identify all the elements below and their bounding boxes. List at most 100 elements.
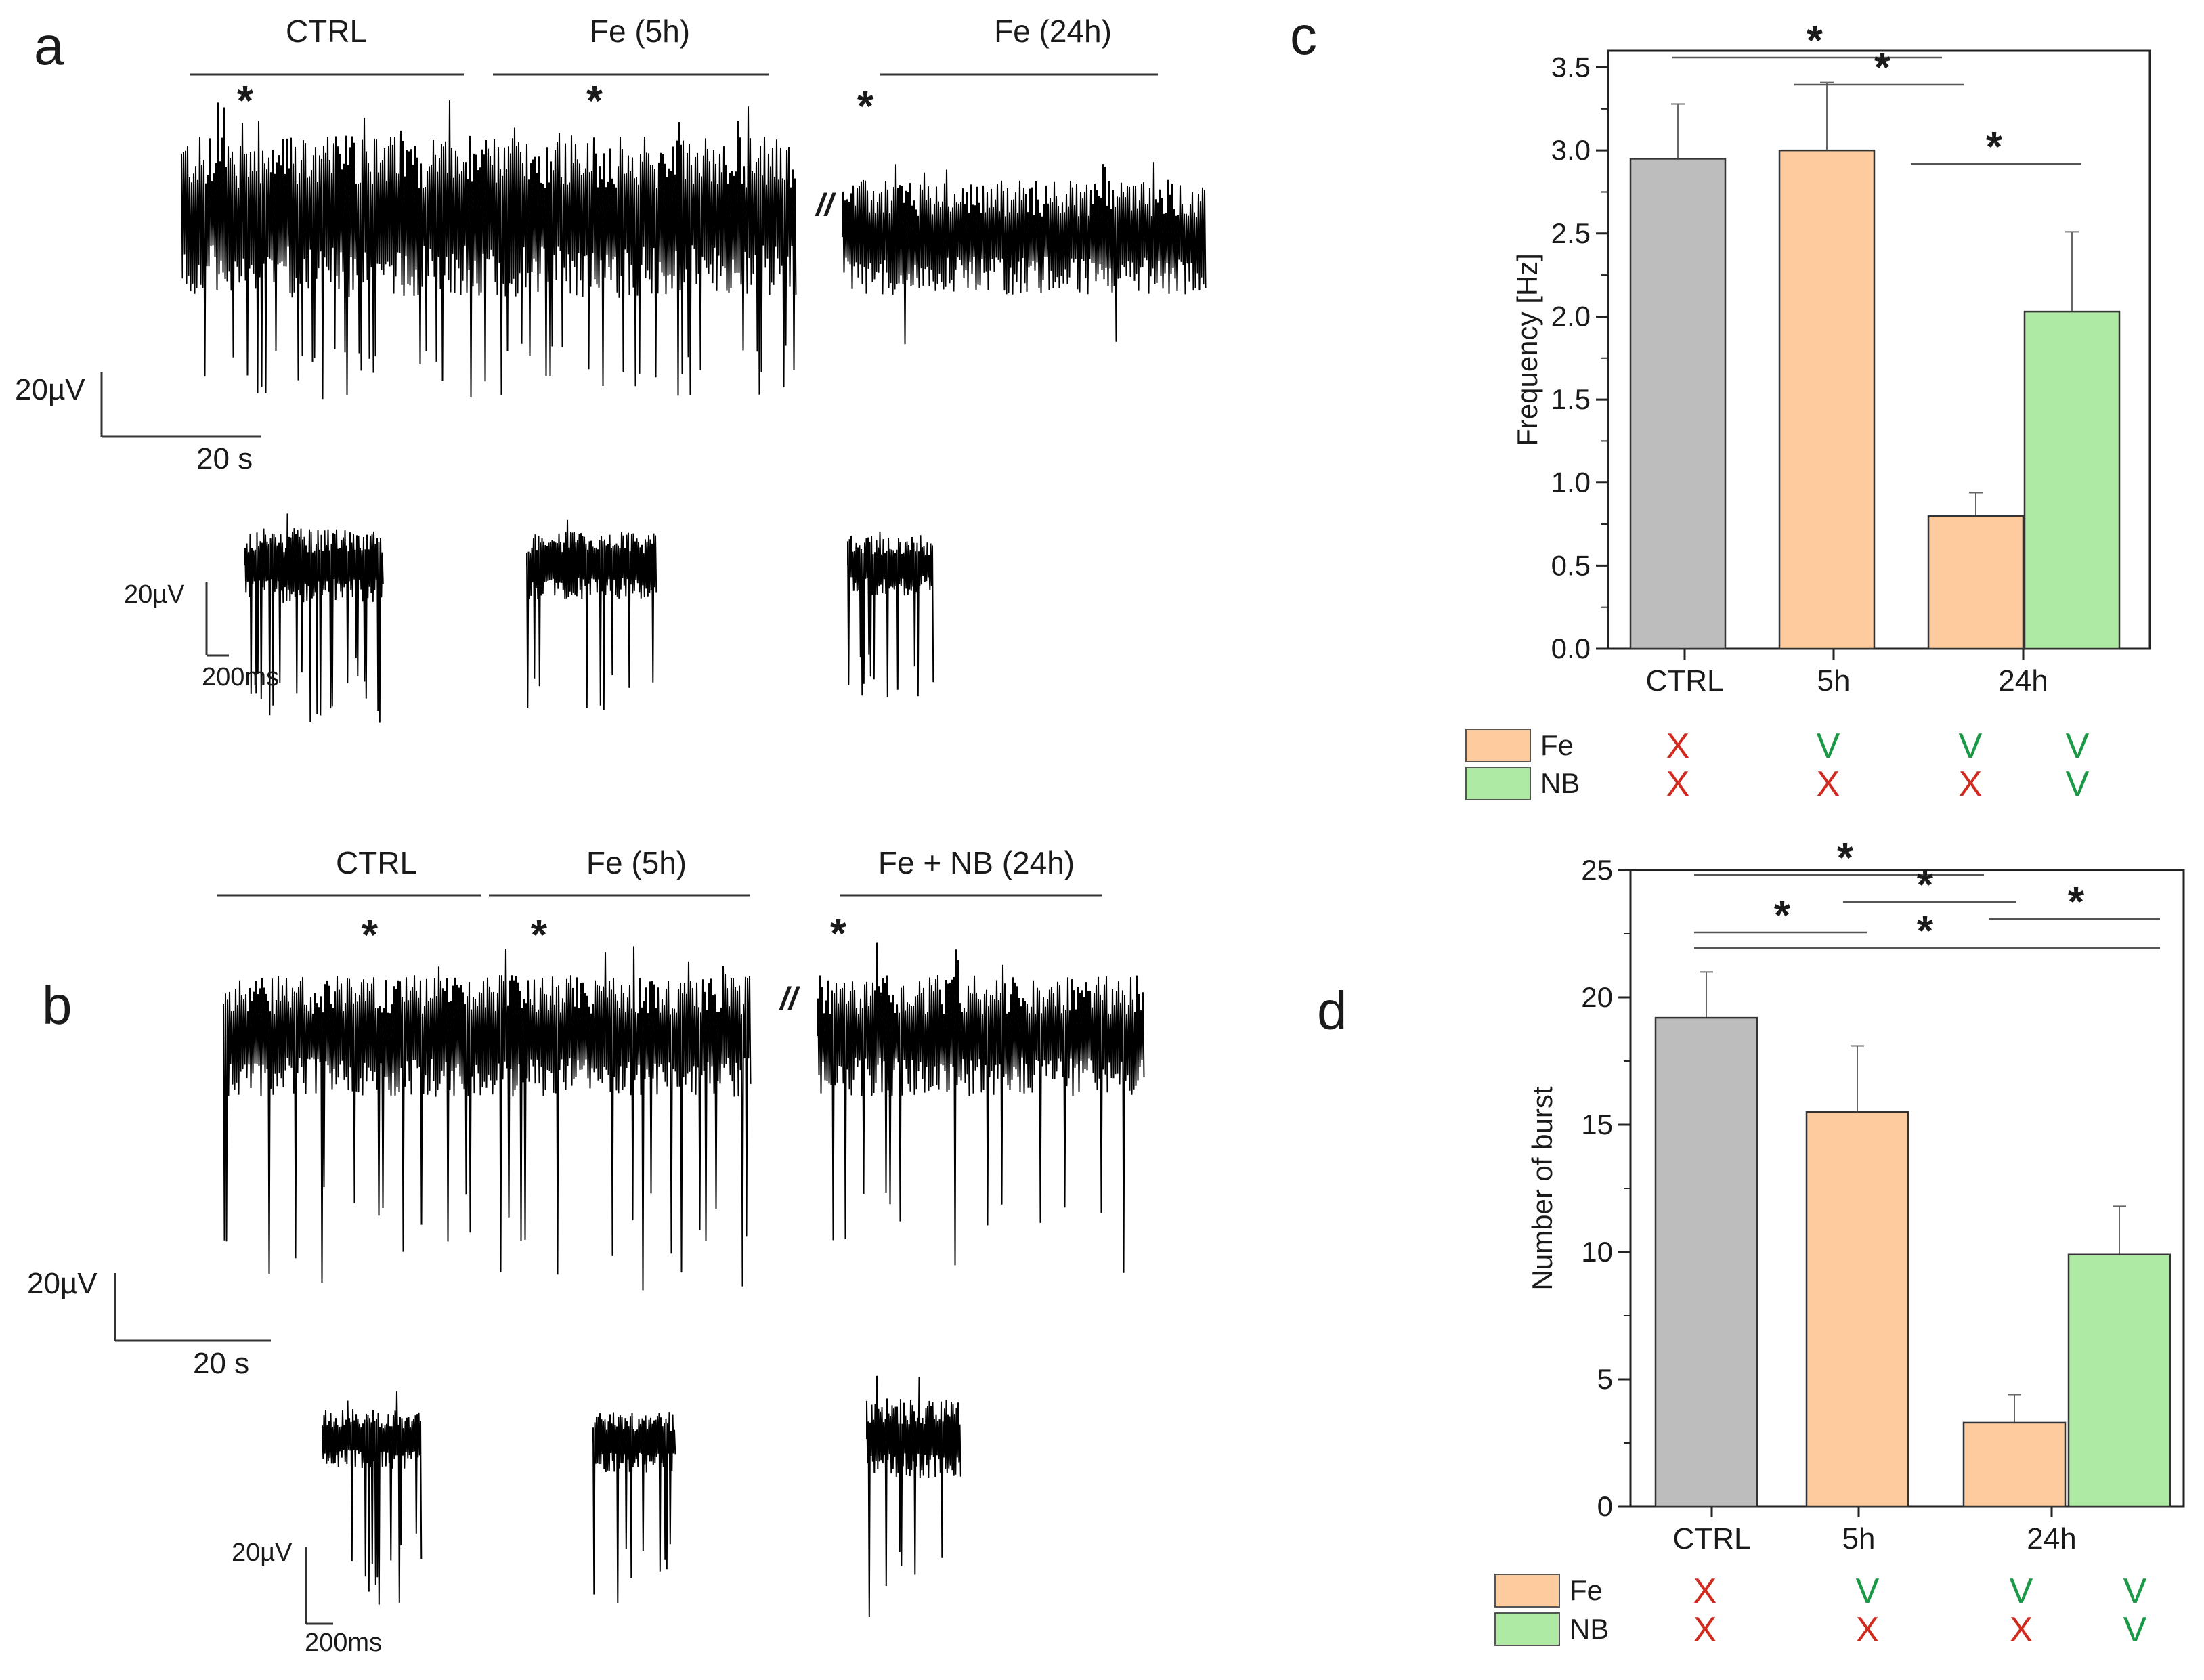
legend-label-fe: Fe	[1570, 1574, 1603, 1606]
scale-label-amplitude: 20µV	[27, 1267, 98, 1300]
condition-present-mark: V	[1959, 727, 1983, 766]
significance-star: *	[2068, 879, 2085, 926]
condition-absent-mark: X	[1693, 1572, 1717, 1611]
scale-label-time: 20 s	[196, 442, 253, 475]
condition-absent-mark: X	[2010, 1610, 2033, 1650]
significance-star: *	[1917, 862, 1934, 909]
panel-b-letter: b	[42, 975, 72, 1035]
legend-label-fe: Fe	[1540, 729, 1574, 761]
inset-label-amplitude: 20µV	[124, 580, 185, 609]
condition-present-mark: V	[2123, 1610, 2147, 1650]
bar-24h-2	[1927, 515, 2025, 650]
segment-label-fenb24h: Fe + NB (24h)	[878, 845, 1075, 880]
y-tick-label: 3.5	[1551, 51, 1591, 83]
x-tick-label: 24h	[1998, 664, 2048, 697]
condition-absent-mark: X	[1666, 764, 1690, 804]
inset-label-time: 200ms	[202, 663, 279, 691]
inset-trace	[847, 531, 934, 697]
panel-d-letter: d	[1317, 981, 1347, 1041]
bar-24h-3	[2067, 1253, 2171, 1508]
significance-star: *	[1807, 18, 1823, 64]
condition-present-mark: V	[1817, 727, 1840, 766]
legend-swatch-fe	[1465, 729, 1531, 762]
y-tick-label: 0	[1597, 1490, 1613, 1522]
plot-frame	[1607, 49, 2151, 650]
condition-absent-mark: X	[1817, 764, 1840, 804]
panel-a-letter: a	[34, 16, 64, 76]
legend-swatch-fe	[1494, 1574, 1560, 1608]
bar-5h-1	[1805, 1111, 1909, 1508]
condition-absent-mark: X	[1666, 727, 1690, 766]
y-tick-label: 25	[1581, 854, 1613, 886]
condition-absent-mark: X	[1856, 1610, 1880, 1650]
event-star: *	[531, 912, 548, 959]
significance-star: *	[1837, 835, 1854, 882]
legend-label-nb: NB	[1570, 1613, 1609, 1645]
condition-present-mark: V	[2010, 1572, 2033, 1611]
bar-ctrl-0	[1629, 158, 1727, 650]
bar-24h-2	[1962, 1421, 2067, 1508]
y-tick-label: 20	[1581, 981, 1613, 1013]
y-axis-title: Frequency [Hz]	[1511, 253, 1543, 446]
segment-label-fe5h: Fe (5h)	[590, 14, 690, 49]
inset-trace	[592, 1412, 676, 1604]
panel-c-letter: c	[1290, 5, 1317, 66]
scale-label-amplitude: 20µV	[15, 373, 85, 406]
y-tick-label: 0.5	[1551, 549, 1591, 581]
panel-a: a CTRL Fe (5h) Fe (24h) * * * // 20µV 20…	[15, 14, 1207, 723]
y-tick-label: 0.0	[1551, 632, 1591, 664]
inset-label-time: 200ms	[305, 1629, 382, 1657]
significance-star: *	[1774, 892, 1791, 939]
condition-present-mark: V	[1856, 1572, 1880, 1611]
raw-trace-ctrl-fe5h	[223, 946, 752, 1291]
raw-trace-fe24h	[842, 162, 1207, 345]
event-star: *	[362, 912, 379, 959]
trace-break-mark: //	[815, 187, 836, 222]
condition-present-mark: V	[2123, 1572, 2147, 1611]
y-tick-label: 2.5	[1551, 217, 1591, 249]
y-tick-label: 15	[1581, 1108, 1613, 1140]
y-tick-label: 3.0	[1551, 134, 1591, 166]
significance-star: *	[1917, 908, 1934, 955]
y-tick-label: 10	[1581, 1236, 1613, 1268]
x-tick-label: CTRL	[1646, 664, 1724, 697]
condition-present-mark: V	[2066, 727, 2090, 766]
scale-label-time: 20 s	[193, 1347, 249, 1380]
y-axis-title: Number of burst	[1526, 1086, 1558, 1290]
inset-trace	[244, 513, 384, 723]
event-star: *	[237, 78, 254, 125]
y-tick-label: 1.0	[1551, 467, 1591, 498]
legend-swatch-nb	[1465, 767, 1531, 800]
event-star: *	[857, 83, 874, 130]
y-tick-label: 1.5	[1551, 383, 1591, 415]
bar-ctrl-0	[1654, 1016, 1758, 1508]
y-tick-label: 5	[1597, 1363, 1613, 1395]
x-tick-label: 24h	[2027, 1522, 2076, 1555]
condition-absent-mark: X	[1959, 764, 1983, 804]
inset-label-amplitude: 20µV	[232, 1538, 293, 1567]
panel-a-traces	[181, 100, 1207, 723]
inset-trace	[322, 1391, 423, 1605]
legend-label-nb: NB	[1540, 767, 1580, 799]
event-star: *	[586, 78, 603, 125]
significance-star: *	[1986, 124, 2003, 171]
segment-label-fe5h: Fe (5h)	[586, 845, 687, 880]
event-star: *	[830, 911, 847, 957]
inset-trace	[866, 1375, 961, 1618]
trace-break-mark: //	[779, 981, 800, 1016]
x-tick-label: CTRL	[1673, 1522, 1751, 1555]
x-tick-label: 5h	[1817, 664, 1851, 697]
segment-label-ctrl: CTRL	[286, 14, 367, 49]
bar-24h-3	[2023, 310, 2121, 650]
y-tick-label: 2.0	[1551, 300, 1591, 332]
panel-b: b CTRL Fe (5h) Fe + NB (24h) * * * // 20…	[27, 845, 1145, 1657]
panel-b-traces	[223, 942, 1145, 1618]
raw-trace-fenb24h	[817, 942, 1145, 1273]
panel-c-chart: c 0.0 0.5 1.0 1.5 2.0 2.5 3.0 3.5 Frequency [Hz]…	[1290, 5, 2151, 804]
raw-trace-ctrl-fe5h	[181, 100, 797, 400]
bar-5h-1	[1778, 149, 1876, 650]
significance-star: *	[1874, 45, 1891, 91]
segment-label-ctrl: CTRL	[336, 845, 417, 880]
